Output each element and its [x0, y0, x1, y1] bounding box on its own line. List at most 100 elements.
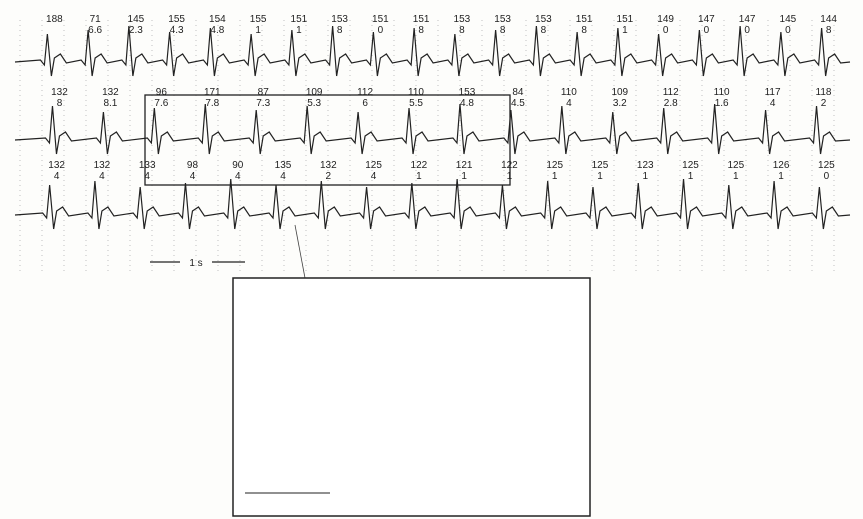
- beat-sub: 4: [770, 98, 776, 109]
- beat-sub: 1: [778, 171, 784, 182]
- beat-sub: 4.8: [210, 25, 224, 36]
- beat-sub: 7.8: [205, 98, 219, 109]
- beat-rate: 153: [535, 14, 552, 25]
- beat-rate: 125: [682, 160, 699, 171]
- beat-rate: 135: [275, 160, 292, 171]
- beat-rate: 121: [456, 160, 473, 171]
- beat-rate: 132: [102, 87, 119, 98]
- beat-sub: 4: [371, 171, 377, 182]
- beat-sub: 4.5: [511, 98, 525, 109]
- beat-rate: 133: [139, 160, 156, 171]
- beat-rate: 153: [331, 14, 348, 25]
- beat-rate: 151: [617, 14, 634, 25]
- beat-rate: 125: [546, 160, 563, 171]
- beat-rate: 117: [765, 87, 781, 98]
- beat-rate: 123: [637, 160, 654, 171]
- beat-sub: 8: [581, 25, 587, 36]
- page: 188716.61452.31554.31544.815511511153815…: [0, 0, 863, 519]
- beat-rate: 132: [51, 87, 68, 98]
- beat-sub: 7.6: [154, 98, 168, 109]
- beat-rate: 84: [512, 87, 524, 98]
- beat-sub: 1: [461, 171, 467, 182]
- beat-sub: 1: [296, 25, 302, 36]
- beat-rate: 125: [592, 160, 609, 171]
- beat-sub: 6.6: [88, 25, 102, 36]
- beat-rate: 112: [357, 87, 373, 98]
- beat-sub: 4: [190, 171, 196, 182]
- beat-rate: 110: [408, 87, 424, 98]
- beat-rate: 151: [372, 14, 389, 25]
- beat-rate: 109: [306, 87, 323, 98]
- scale-label: 1 s: [189, 258, 202, 269]
- beat-sub: 4: [54, 171, 60, 182]
- beat-sub: 2.3: [129, 25, 143, 36]
- beat-rate: 171: [204, 87, 221, 98]
- beat-rate: 145: [780, 14, 797, 25]
- beat-rate: 125: [818, 160, 835, 171]
- beat-sub: 8: [541, 25, 547, 36]
- beat-sub: 2.8: [664, 98, 678, 109]
- beat-rate: 132: [48, 160, 65, 171]
- beat-sub: 5.5: [409, 98, 423, 109]
- beat-sub: 0: [378, 25, 384, 36]
- beat-rate: 132: [320, 160, 337, 171]
- beat-sub: 0: [744, 25, 750, 36]
- beat-sub: 1: [688, 171, 694, 182]
- beat-sub: 8: [57, 98, 63, 109]
- beat-rate: 188: [46, 14, 63, 25]
- beat-rate: 147: [739, 14, 756, 25]
- beat-rate: 98: [187, 160, 199, 171]
- beat-rate: 126: [773, 160, 790, 171]
- beat-sub: 1: [416, 171, 422, 182]
- beat-sub: 1: [597, 171, 603, 182]
- beat-sub: 4: [235, 171, 241, 182]
- beat-rate: 110: [714, 87, 730, 98]
- beat-sub: 4: [280, 171, 286, 182]
- beat-rate: 71: [90, 14, 102, 25]
- beat-sub: 4.3: [170, 25, 184, 36]
- beat-rate: 151: [291, 14, 308, 25]
- beat-rate: 155: [250, 14, 267, 25]
- beat-rate: 90: [232, 160, 244, 171]
- beat-rate: 112: [663, 87, 679, 98]
- beat-rate: 147: [698, 14, 715, 25]
- beat-rate: 122: [411, 160, 428, 171]
- beat-rate: 110: [561, 87, 577, 98]
- beat-sub: 1: [255, 25, 261, 36]
- beat-rate: 151: [576, 14, 593, 25]
- beat-sub: 2: [821, 98, 827, 109]
- beat-rate: 87: [258, 87, 270, 98]
- beat-sub: 8: [500, 25, 506, 36]
- beat-sub: 1.6: [715, 98, 729, 109]
- beat-sub: 4.8: [460, 98, 474, 109]
- beat-rate: 149: [657, 14, 674, 25]
- beat-rate: 125: [727, 160, 744, 171]
- beat-sub: 8: [337, 25, 343, 36]
- beat-rate: 154: [209, 14, 226, 25]
- beat-sub: 1: [622, 25, 628, 36]
- beat-rate: 145: [128, 14, 145, 25]
- beat-sub: 6: [362, 98, 368, 109]
- beat-sub: 0: [785, 25, 791, 36]
- beat-sub: 8: [826, 25, 832, 36]
- beat-sub: 3.2: [613, 98, 627, 109]
- beat-sub: 4: [99, 171, 105, 182]
- beat-rate: 153: [459, 87, 476, 98]
- beat-sub: 8: [459, 25, 465, 36]
- beat-sub: 4: [566, 98, 572, 109]
- beat-sub: 8.1: [103, 98, 117, 109]
- beat-sub: 8: [418, 25, 424, 36]
- beat-sub: 0: [663, 25, 669, 36]
- beat-sub: 1: [733, 171, 739, 182]
- beat-rate: 144: [820, 14, 837, 25]
- beat-rate: 118: [816, 87, 832, 98]
- beat-rate: 153: [494, 14, 511, 25]
- beat-rate: 125: [365, 160, 382, 171]
- beat-rate: 153: [454, 14, 471, 25]
- beat-rate: 151: [413, 14, 430, 25]
- beat-rate: 155: [168, 14, 185, 25]
- beat-rate: 109: [611, 87, 628, 98]
- beat-sub: 1: [552, 171, 558, 182]
- beat-sub: 1: [642, 171, 648, 182]
- beat-sub: 2: [326, 171, 332, 182]
